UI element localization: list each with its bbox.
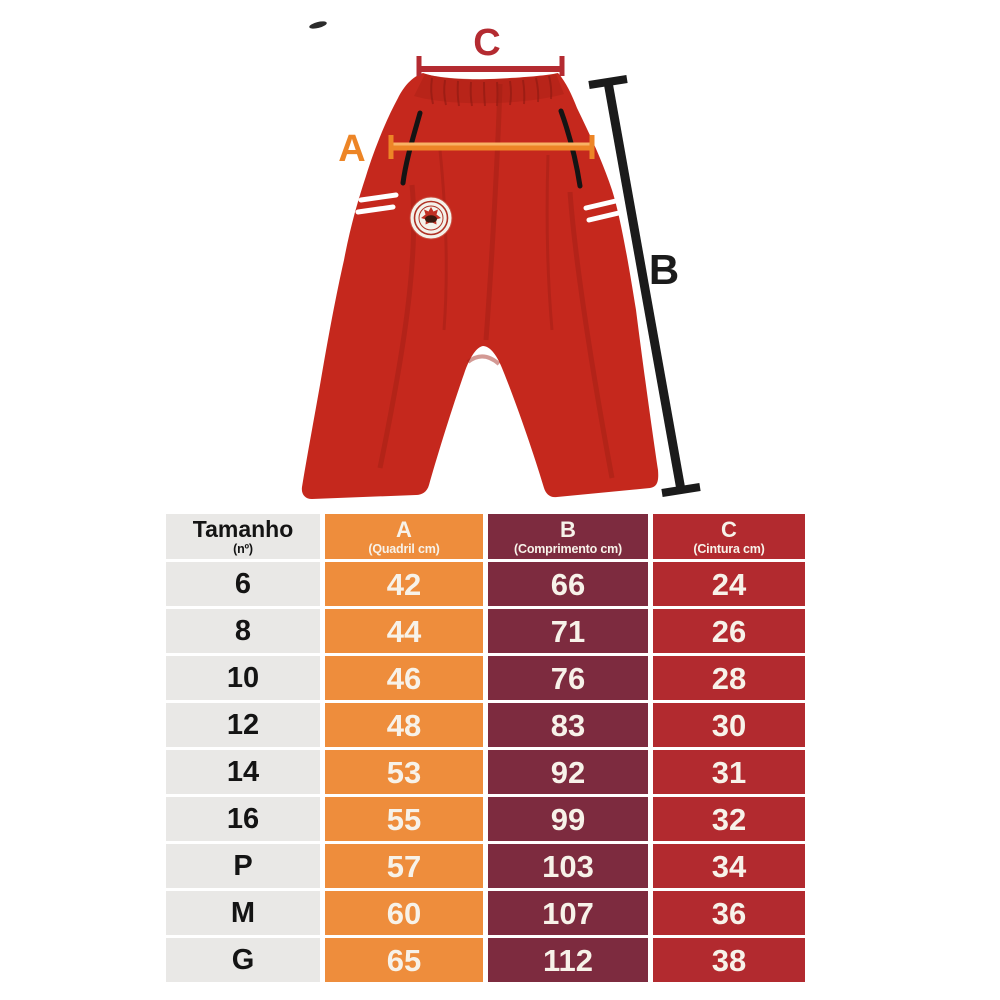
leg-stripes — [355, 192, 626, 223]
waist-cell: 24 — [653, 562, 805, 606]
size-cell: 10 — [166, 656, 320, 700]
right-stripe-2 — [586, 209, 626, 223]
waist-cell: 28 — [653, 656, 805, 700]
length-cell: 66 — [488, 562, 648, 606]
length-cell: 92 — [488, 750, 648, 794]
header-size-subtitle: (nº) — [233, 542, 253, 557]
hip-cell: 42 — [325, 562, 483, 606]
length-cell: 83 — [488, 703, 648, 747]
hip-cell: 57 — [325, 844, 483, 888]
size-cell: 12 — [166, 703, 320, 747]
length-cell: 107 — [488, 891, 648, 935]
pants-figure: C A B — [301, 21, 701, 499]
waist-cell: 26 — [653, 609, 805, 653]
logo-animal — [425, 215, 437, 223]
length-cell: 76 — [488, 656, 648, 700]
header-column-b: B (Comprimento cm) — [488, 514, 648, 559]
measure-a-label: A — [338, 128, 365, 170]
left-stripe-2 — [355, 204, 396, 215]
waistband — [414, 74, 564, 104]
size-cell: 8 — [166, 609, 320, 653]
waist-cell: 30 — [653, 703, 805, 747]
size-table: Tamanho (nº) A (Quadril cm) B (Comprimen… — [166, 514, 805, 982]
measure-b-label: B — [649, 246, 679, 293]
size-cell: 16 — [166, 797, 320, 841]
measure-b: B — [588, 75, 701, 497]
waistband-wrinkles — [430, 75, 553, 107]
header-c-subtitle: (Cintura cm) — [693, 541, 765, 556]
length-cell: 103 — [488, 844, 648, 888]
header-size-title: Tamanho — [192, 516, 294, 543]
size-cell: P — [166, 844, 320, 888]
waist-cell: 36 — [653, 891, 805, 935]
header-a-subtitle: (Quadril cm) — [368, 541, 440, 556]
hip-cell: 60 — [325, 891, 483, 935]
length-cell: 99 — [488, 797, 648, 841]
hip-cell: 44 — [325, 609, 483, 653]
waist-cell: 34 — [653, 844, 805, 888]
length-cell: 112 — [488, 938, 648, 982]
hip-cell: 48 — [325, 703, 483, 747]
header-column-a: A (Quadril cm) — [325, 514, 483, 559]
size-cell: G — [166, 938, 320, 982]
left-stripe-1 — [358, 192, 399, 203]
measure-c: C — [416, 22, 565, 76]
hip-cell: 55 — [325, 797, 483, 841]
waist-cell: 38 — [653, 938, 805, 982]
header-b-subtitle: (Comprimento cm) — [514, 541, 622, 556]
size-cell: M — [166, 891, 320, 935]
size-cell: 14 — [166, 750, 320, 794]
right-stripe-1 — [583, 197, 623, 211]
waist-cell: 32 — [653, 797, 805, 841]
size-cell: 6 — [166, 562, 320, 606]
hip-cell: 65 — [325, 938, 483, 982]
measure-a: A — [338, 128, 595, 170]
header-c-letter: C — [721, 516, 737, 542]
waist-cell: 31 — [653, 750, 805, 794]
length-cell: 71 — [488, 609, 648, 653]
hip-cell: 53 — [325, 750, 483, 794]
measure-c-label: C — [473, 22, 500, 64]
ink-smudge — [309, 21, 327, 29]
header-column-c: C (Cintura cm) — [653, 514, 805, 559]
header-a-letter: A — [396, 516, 412, 542]
header-size-column: Tamanho (nº) — [166, 514, 320, 559]
header-b-letter: B — [560, 516, 576, 542]
logo-badge — [409, 196, 453, 240]
pants-silhouette — [301, 73, 659, 499]
hip-cell: 46 — [325, 656, 483, 700]
